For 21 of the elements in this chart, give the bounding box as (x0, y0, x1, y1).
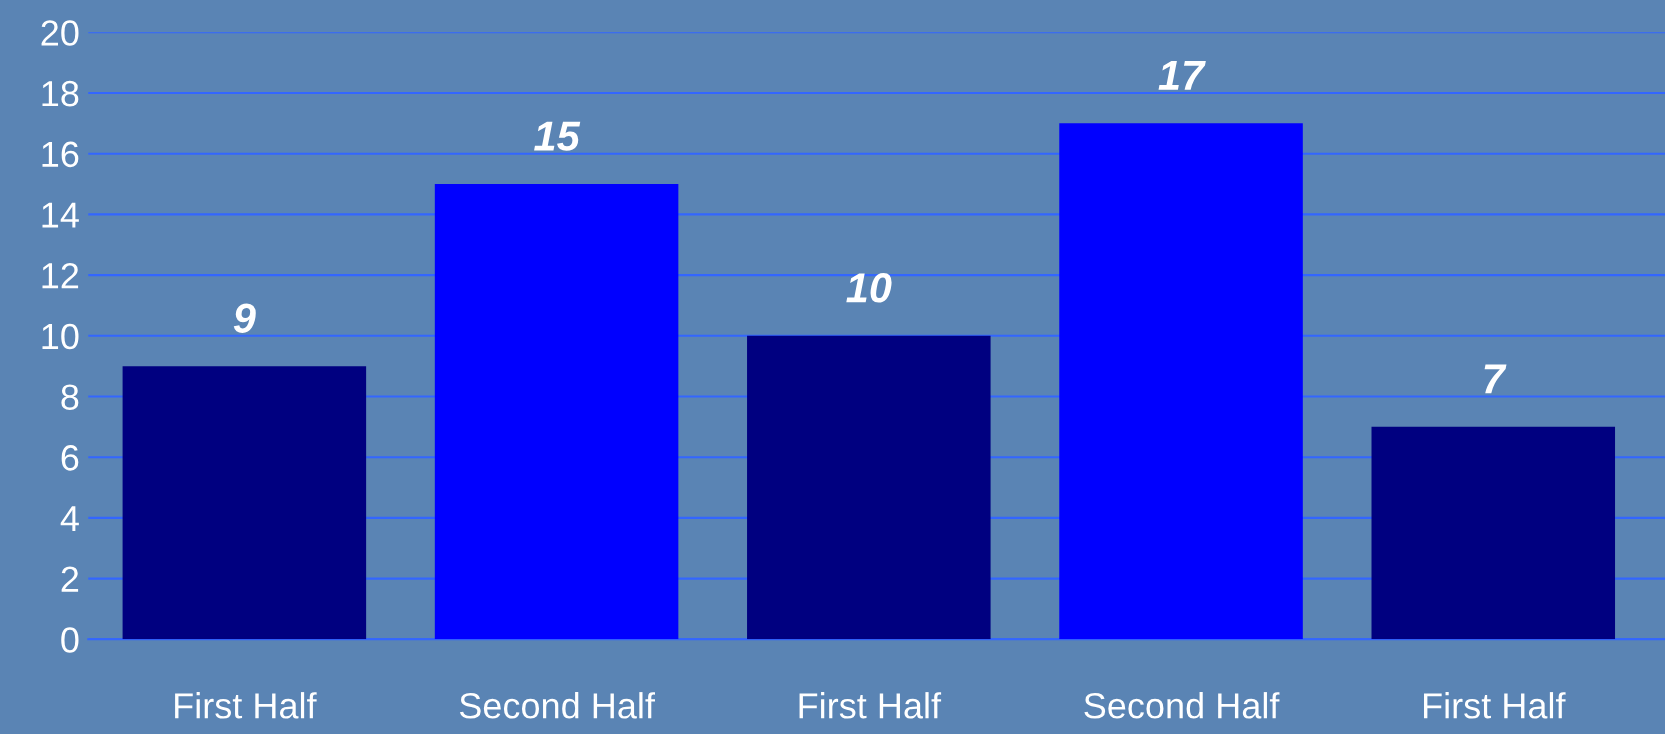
y-tick-label: 4 (60, 506, 79, 531)
y-tick-label: 12 (42, 262, 79, 289)
y-tick-label: 0 (61, 627, 79, 653)
y-tick-label: 20 (41, 20, 79, 46)
y-tick-label: 8 (61, 384, 79, 410)
y-tick-label: 10 (42, 323, 79, 350)
x-tick-label: Second Half (1084, 692, 1280, 719)
y-tick-label: 6 (61, 445, 79, 471)
x-tick-label: Second Half (459, 692, 656, 719)
x-tick-label: First Half (799, 692, 942, 719)
data-label: 7 (1484, 364, 1507, 394)
y-tick-label: 14 (42, 202, 79, 228)
x-tick-label: First Half (1424, 692, 1566, 719)
data-label: 17 (1158, 61, 1206, 90)
data-label: 10 (846, 273, 892, 303)
y-tick-label: 16 (42, 141, 79, 168)
data-label: 15 (534, 121, 581, 151)
x-tick-label: First Half (175, 692, 317, 719)
y-tick-label: 2 (61, 566, 79, 592)
data-label: 9 (233, 303, 256, 333)
y-tick-label: 18 (42, 80, 79, 107)
